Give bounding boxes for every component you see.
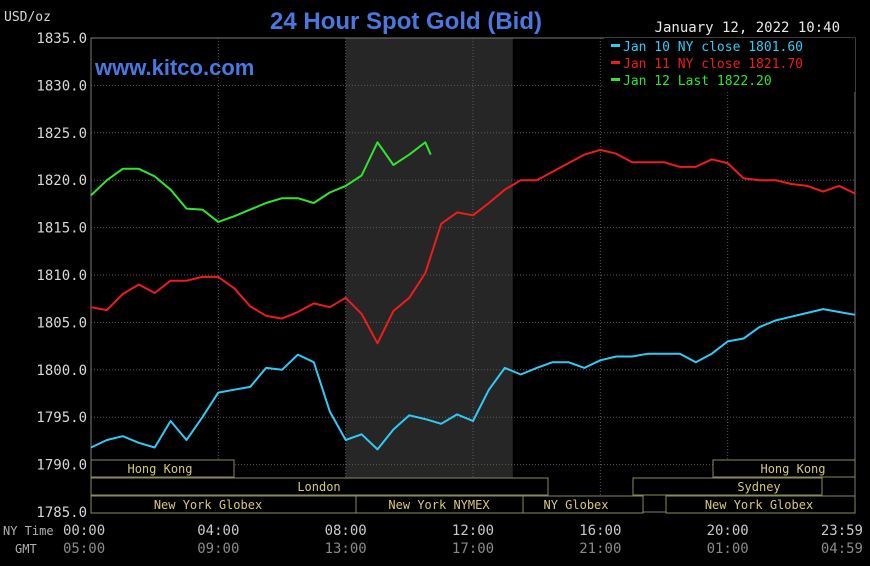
x-tick-ny: 12:00 xyxy=(452,523,494,539)
market-sessions: Hong Kong London New York Globex New Yor… xyxy=(90,459,856,514)
y-tick-label: 1815.0 xyxy=(36,221,87,237)
y-tick-label: 1785.0 xyxy=(36,505,87,521)
session-ny-globex-2-label: NY Globex xyxy=(543,498,608,512)
y-tick-label: 1800.0 xyxy=(36,363,87,379)
x-tick-gmt: 21:00 xyxy=(579,541,621,557)
session-sydney-label: Sydney xyxy=(737,480,780,494)
x-axis-ticks: 00:00 05:00 04:00 09:00 08:00 13:00 12:00 17:00… xyxy=(63,523,863,557)
session-london-label: London xyxy=(297,480,340,494)
legend: Jan 10 NY close 1801.60 Jan 11 NY close … xyxy=(604,38,855,92)
watermark: www.kitco.com xyxy=(94,55,254,80)
session-hong-kong-2-label: Hong Kong xyxy=(760,462,825,476)
gmt-row-label: GMT xyxy=(15,542,37,556)
session-ny-globex-1-label: New York Globex xyxy=(154,498,262,512)
series-line-1 xyxy=(90,148,856,345)
session-london xyxy=(90,477,549,496)
series-line-2 xyxy=(90,141,432,223)
legend-entry-0: Jan 10 NY close 1801.60 xyxy=(623,40,803,55)
session-ny-globex-3 xyxy=(665,495,856,514)
x-tick-ny: 08:00 xyxy=(325,523,367,539)
legend-swatch-0 xyxy=(611,44,620,47)
session-hong-kong-1-label: Hong Kong xyxy=(127,462,192,476)
x-tick-ny: 16:00 xyxy=(579,523,621,539)
y-tick-label: 1820.0 xyxy=(36,173,87,189)
unit-label: USD/oz xyxy=(4,10,51,25)
y-tick-label: 1810.0 xyxy=(36,268,87,284)
datetime-label: January 12, 2022 10:40 xyxy=(655,20,840,36)
session-ny-globex-3-label: New York Globex xyxy=(705,498,813,512)
session-ny-globex-2 xyxy=(522,495,644,514)
ny-time-row-label: NY Time xyxy=(3,524,54,538)
x-tick-gmt: 09:00 xyxy=(197,541,239,557)
legend-swatch-2 xyxy=(611,78,620,81)
session-hong-kong-1 xyxy=(90,459,235,478)
y-tick-label: 1825.0 xyxy=(36,126,87,142)
session-ny-nymex-label: New York NYMEX xyxy=(388,498,490,512)
legend-box xyxy=(604,38,855,92)
legend-swatch-1 xyxy=(611,61,620,64)
x-tick-gmt: 17:00 xyxy=(452,541,494,557)
y-axis-ticks: 1835.0 1830.0 1825.0 1820.0 1815.0 1810.0 1805… xyxy=(36,31,87,521)
y-tick-label: 1795.0 xyxy=(36,410,87,426)
series-line-0 xyxy=(90,308,856,451)
session-hong-kong-2 xyxy=(712,459,856,478)
series-lines xyxy=(90,141,856,451)
x-tick-ny: 23:59 xyxy=(821,523,863,539)
y-tick-label: 1835.0 xyxy=(36,31,87,47)
x-tick-gmt: 13:00 xyxy=(325,541,367,557)
chart-title: 24 Hour Spot Gold (Bid) xyxy=(270,8,542,35)
legend-entry-2: Jan 12 Last 1822.20 xyxy=(623,74,772,89)
x-tick-ny: 04:00 xyxy=(197,523,239,539)
x-tick-ny: 00:00 xyxy=(63,523,105,539)
x-tick-gmt: 04:59 xyxy=(821,541,863,557)
y-tick-label: 1805.0 xyxy=(36,315,87,331)
y-tick-label: 1830.0 xyxy=(36,78,87,94)
x-tick-gmt: 05:00 xyxy=(63,541,105,557)
x-tick-gmt: 01:00 xyxy=(707,541,749,557)
y-tick-label: 1790.0 xyxy=(36,458,87,474)
legend-entry-1: Jan 11 NY close 1821.70 xyxy=(623,57,803,72)
x-tick-ny: 20:00 xyxy=(707,523,749,539)
session-sydney xyxy=(632,477,823,496)
